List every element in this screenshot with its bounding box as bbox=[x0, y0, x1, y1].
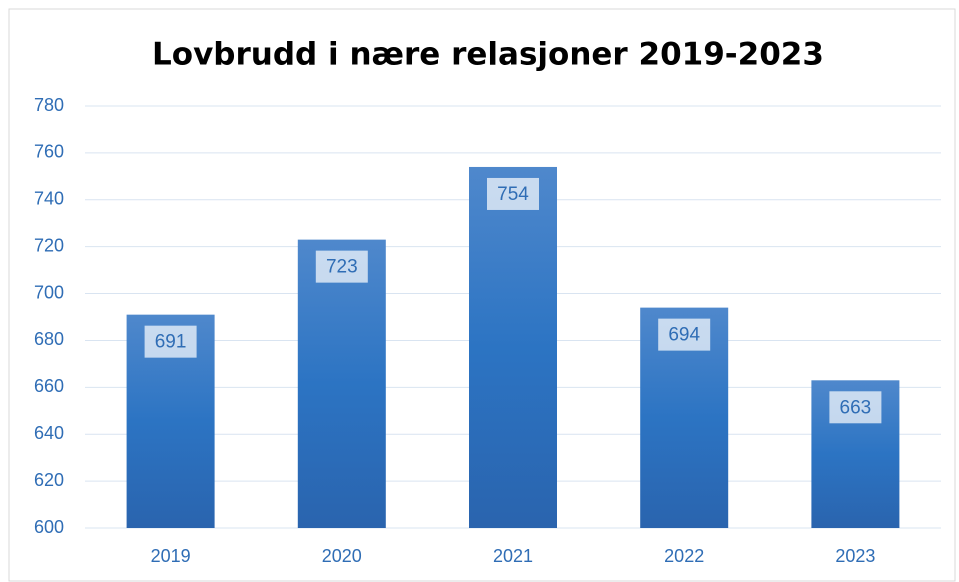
x-tick-label: 2021 bbox=[493, 546, 533, 566]
x-tick-label: 2019 bbox=[151, 546, 191, 566]
data-label: 694 bbox=[668, 325, 700, 346]
y-tick-label: 660 bbox=[34, 376, 64, 396]
y-tick-label: 760 bbox=[34, 142, 64, 162]
x-tick-label: 2022 bbox=[664, 546, 704, 566]
y-tick-label: 740 bbox=[34, 189, 64, 209]
data-label-box bbox=[658, 318, 711, 351]
data-label: 691 bbox=[155, 332, 187, 353]
chart-title: Lovbrudd i nære relasjoner 2019-2023 bbox=[152, 37, 824, 73]
y-tick-label: 600 bbox=[34, 517, 64, 537]
x-tick-label: 2020 bbox=[322, 546, 362, 566]
y-tick-label: 700 bbox=[34, 282, 64, 302]
data-label-box bbox=[144, 325, 197, 358]
data-label-box bbox=[315, 250, 368, 283]
bar bbox=[297, 239, 386, 528]
y-tick-label: 640 bbox=[34, 423, 64, 443]
data-label-box bbox=[487, 177, 539, 210]
y-tick-label: 720 bbox=[34, 235, 64, 255]
data-label-box bbox=[829, 391, 882, 424]
y-tick-label: 780 bbox=[34, 95, 64, 115]
data-label: 663 bbox=[840, 397, 872, 418]
bar bbox=[469, 166, 557, 528]
data-label: 723 bbox=[326, 257, 358, 278]
data-label: 754 bbox=[497, 184, 529, 205]
y-tick-label: 680 bbox=[34, 329, 64, 349]
y-tick-label: 620 bbox=[34, 470, 64, 490]
x-tick-label: 2023 bbox=[835, 546, 875, 566]
